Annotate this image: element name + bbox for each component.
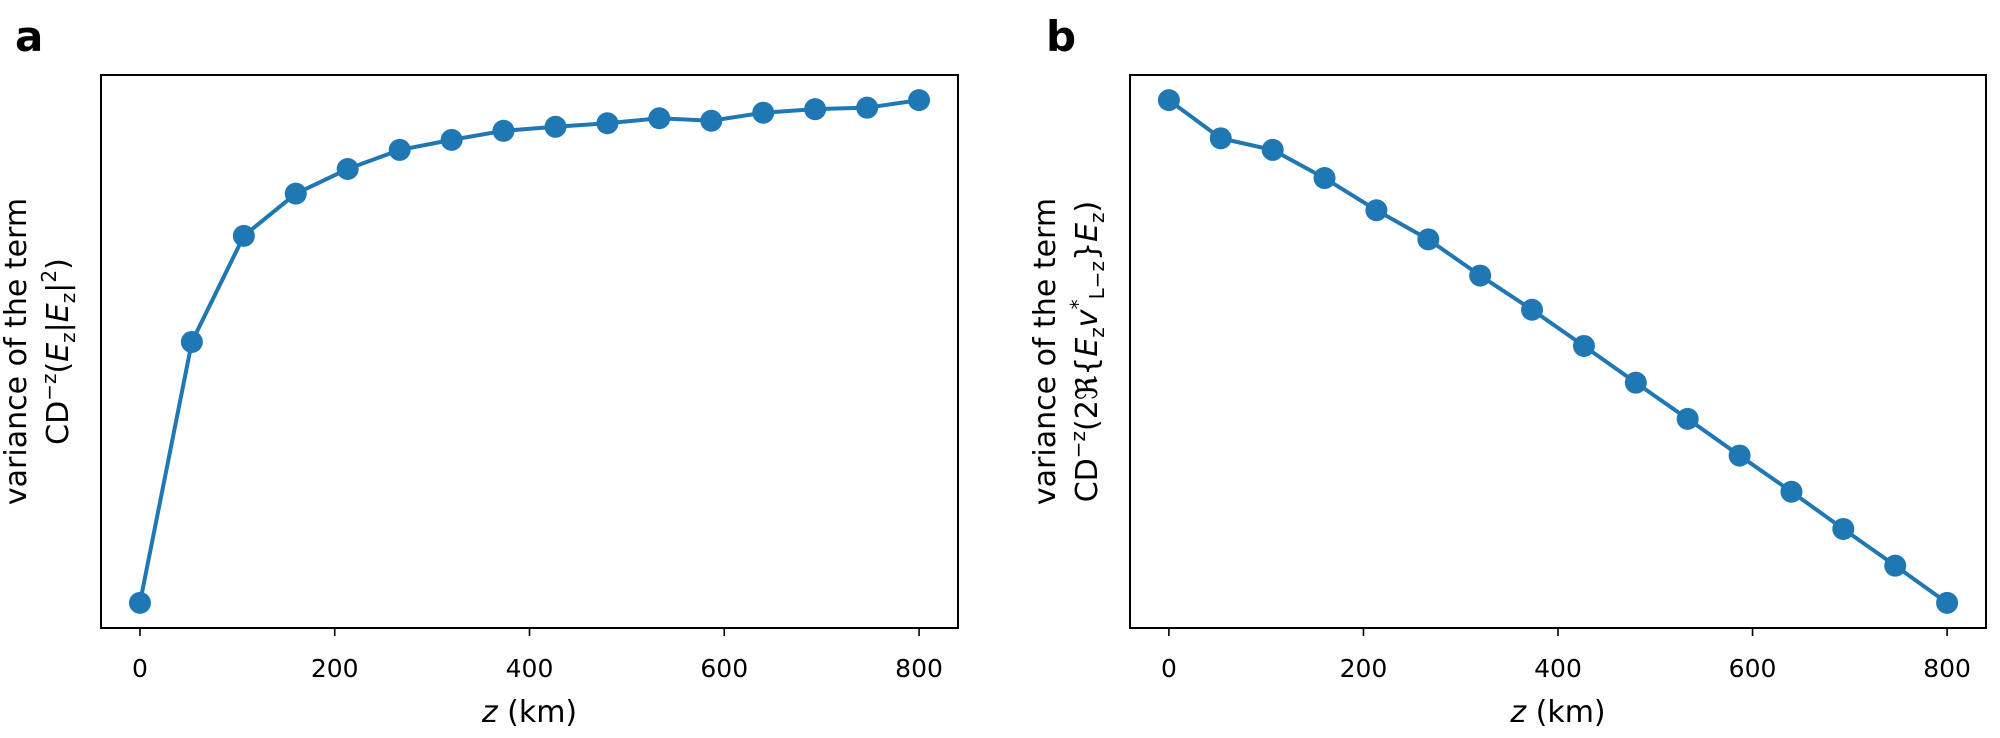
x-tick-label: 800 bbox=[895, 654, 943, 683]
point bbox=[232, 224, 255, 247]
point bbox=[1832, 517, 1855, 540]
x-tick-label: 400 bbox=[1534, 654, 1582, 683]
point bbox=[1624, 371, 1647, 394]
point bbox=[1780, 480, 1803, 503]
point bbox=[544, 115, 567, 138]
point bbox=[1521, 298, 1544, 321]
panel-letter: a bbox=[15, 12, 43, 61]
point bbox=[1417, 228, 1440, 251]
label-part: ) bbox=[41, 258, 76, 270]
label-part: E bbox=[41, 303, 76, 322]
x-tick-label: 200 bbox=[311, 654, 359, 683]
label-part: CD bbox=[41, 401, 76, 445]
x-tick-label: 0 bbox=[1161, 654, 1177, 683]
label-part: −z bbox=[1066, 431, 1090, 458]
label-part: v bbox=[1070, 308, 1105, 327]
x-tick-label: 400 bbox=[506, 654, 554, 683]
point bbox=[1313, 167, 1336, 190]
label-part: z bbox=[56, 332, 80, 343]
point bbox=[336, 158, 359, 181]
point bbox=[1936, 591, 1959, 614]
label-part: z bbox=[56, 293, 80, 304]
point bbox=[856, 96, 879, 119]
label-part: ) bbox=[1070, 201, 1105, 213]
label-part: * bbox=[1066, 299, 1090, 309]
axes-frame bbox=[100, 74, 959, 629]
series-line bbox=[1167, 98, 1949, 605]
label-part: z bbox=[1509, 695, 1527, 730]
point bbox=[1157, 89, 1180, 112]
point bbox=[1261, 138, 1284, 161]
x-tick-label: 600 bbox=[700, 654, 748, 683]
series-line bbox=[137, 98, 920, 604]
y-axis-label: CD−z(Ez|Ez|2) bbox=[37, 258, 80, 445]
x-tick-label: 200 bbox=[1340, 654, 1388, 683]
x-tick-label: 600 bbox=[1729, 654, 1777, 683]
label-part: ( bbox=[41, 362, 76, 374]
point bbox=[596, 112, 619, 135]
label-part: L−z bbox=[1085, 261, 1109, 299]
x-axis-label: z (km) bbox=[481, 695, 577, 730]
point bbox=[1884, 554, 1907, 577]
label-part: z bbox=[481, 695, 499, 730]
point bbox=[1209, 127, 1232, 150]
point bbox=[1572, 334, 1595, 357]
label-part: z bbox=[1085, 327, 1109, 338]
label-part: } bbox=[1070, 242, 1105, 261]
label-part: E bbox=[41, 343, 76, 362]
label-part: CD bbox=[1070, 458, 1105, 502]
axes-frame bbox=[1129, 74, 1987, 629]
label-part: variance of the term bbox=[0, 198, 34, 505]
x-axis-label: z (km) bbox=[1509, 695, 1605, 730]
point bbox=[700, 109, 723, 132]
label-part: 2 bbox=[37, 270, 61, 283]
point bbox=[492, 119, 515, 142]
point bbox=[1365, 199, 1388, 222]
label-part: z bbox=[1085, 212, 1109, 223]
point bbox=[908, 89, 931, 112]
point bbox=[388, 138, 411, 161]
point bbox=[440, 128, 463, 151]
label-part: E bbox=[1070, 338, 1105, 357]
point bbox=[648, 107, 671, 130]
label-part: E bbox=[1070, 223, 1105, 242]
label-part: −z bbox=[37, 374, 61, 401]
x-tick-label: 800 bbox=[1923, 654, 1971, 683]
y-axis-label: CD−z(2ℜ{Ezv*L−z}Ez) bbox=[1066, 201, 1109, 503]
panel: b 0 200 400 600 800 z (km) variance of the term… bbox=[1028, 12, 1987, 730]
y-axis-label: variance of the term bbox=[1028, 198, 1063, 505]
point bbox=[752, 101, 775, 124]
label-part: | bbox=[41, 322, 76, 332]
panel: a 0 200 400 600 800 z (km) variance of the term… bbox=[0, 12, 959, 730]
label-part: (km) bbox=[1526, 695, 1606, 730]
panel-letter: b bbox=[1046, 12, 1076, 61]
point bbox=[284, 182, 307, 205]
point bbox=[804, 98, 827, 121]
label-part: variance of the term bbox=[1028, 198, 1063, 505]
label-part: (2ℜ{ bbox=[1070, 357, 1105, 431]
y-axis-label: variance of the term bbox=[0, 198, 34, 505]
point bbox=[1676, 407, 1699, 430]
point bbox=[1728, 444, 1751, 467]
point bbox=[180, 330, 203, 353]
point bbox=[1469, 264, 1492, 287]
x-tick-label: 0 bbox=[132, 654, 148, 683]
point bbox=[128, 591, 151, 614]
label-part: | bbox=[41, 283, 76, 293]
label-part: (km) bbox=[498, 695, 578, 730]
